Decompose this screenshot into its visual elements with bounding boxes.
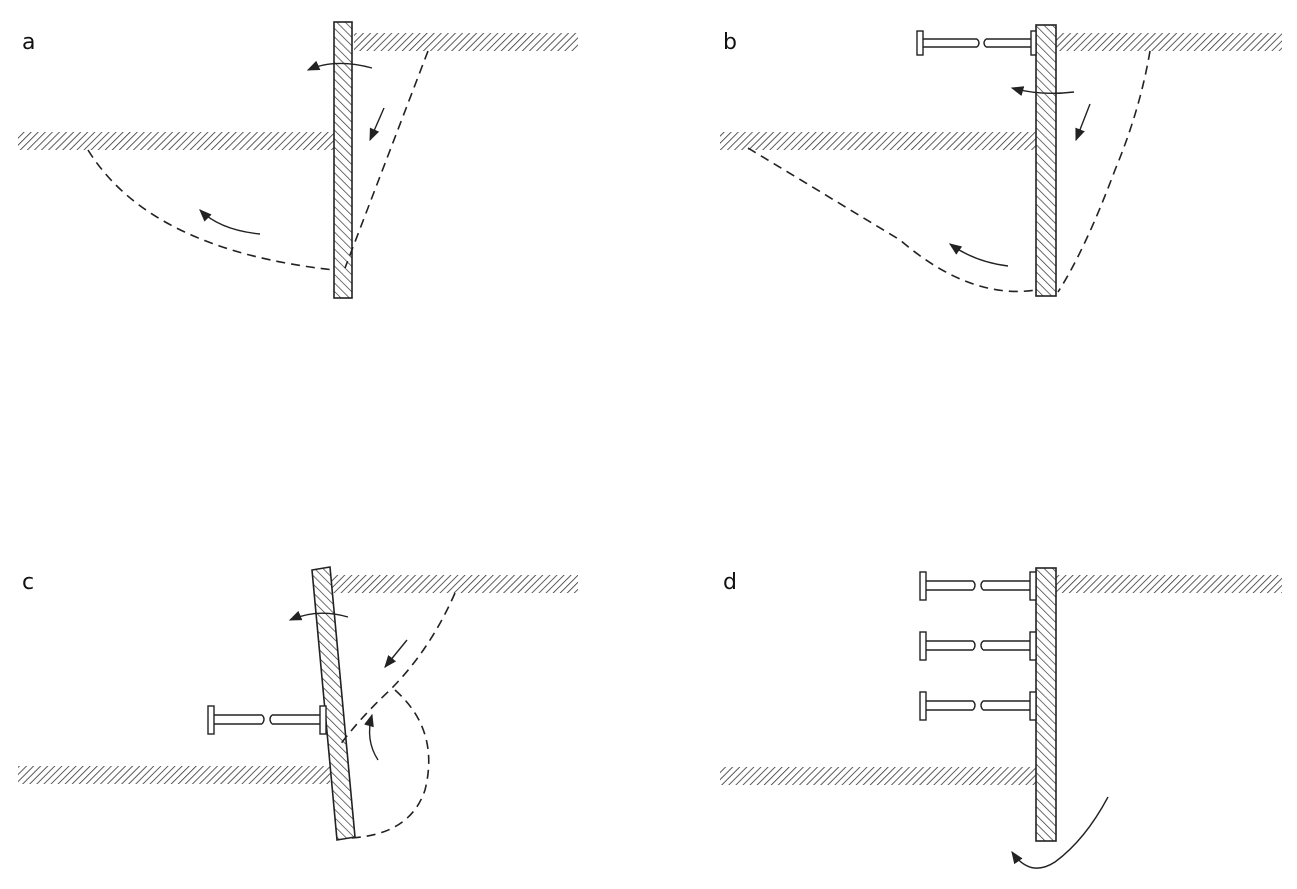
panel-label-d: d bbox=[723, 570, 737, 595]
slip-surface-active-c bbox=[339, 592, 456, 746]
downward-arrow-b bbox=[1075, 103, 1091, 142]
slip-surface-passive-b bbox=[747, 147, 1037, 293]
slip-surface-passive-a bbox=[87, 149, 335, 271]
panel-label-a: a bbox=[22, 30, 36, 55]
rotation-arrow-a bbox=[306, 60, 373, 71]
panel-label-b: b bbox=[723, 30, 737, 55]
ground-surface-excavation-d bbox=[720, 767, 1036, 785]
toe-movement-arrow-d bbox=[1011, 796, 1109, 869]
sheet-pile-wall-d bbox=[1035, 567, 1057, 842]
panel-label-c: c bbox=[22, 570, 35, 595]
ground-surface-retained-d bbox=[1056, 575, 1282, 593]
sheet-pile-wall-b bbox=[1035, 24, 1057, 297]
panel-c bbox=[18, 566, 578, 841]
ground-surface-excavation-c bbox=[18, 766, 330, 784]
anchor-tie-d-2 bbox=[919, 631, 1037, 661]
ground-surface-retained-b bbox=[1056, 33, 1282, 51]
downward-arrow-a bbox=[369, 107, 385, 142]
strut-c bbox=[207, 705, 327, 735]
ground-surface-excavation-b bbox=[720, 132, 1036, 150]
upward-arrow-c bbox=[364, 713, 379, 761]
ground-surface-retained-c bbox=[332, 575, 578, 593]
sheet-pile-wall-a bbox=[333, 21, 353, 299]
anchor-tie-d-3 bbox=[919, 691, 1037, 721]
downward-arrow-c bbox=[384, 639, 408, 668]
panel-b bbox=[720, 24, 1282, 297]
passive-arrow-a bbox=[199, 209, 261, 235]
anchor-tie-b bbox=[916, 30, 1037, 56]
anchor-tie-d-1 bbox=[919, 571, 1037, 601]
panel-a bbox=[18, 21, 578, 299]
slip-surface-active-b bbox=[1057, 50, 1151, 293]
ground-surface-retained-a bbox=[354, 33, 578, 51]
sheet-pile-wall-c bbox=[311, 566, 356, 841]
rotation-arrow-b bbox=[1010, 86, 1075, 96]
passive-arrow-b bbox=[948, 243, 1009, 267]
panel-d bbox=[720, 567, 1282, 869]
slip-surface-rotation-c bbox=[349, 689, 430, 839]
ground-surface-excavation-a bbox=[18, 132, 334, 150]
rotation-arrow-c bbox=[288, 610, 349, 621]
slip-surface-active-a bbox=[344, 50, 429, 269]
